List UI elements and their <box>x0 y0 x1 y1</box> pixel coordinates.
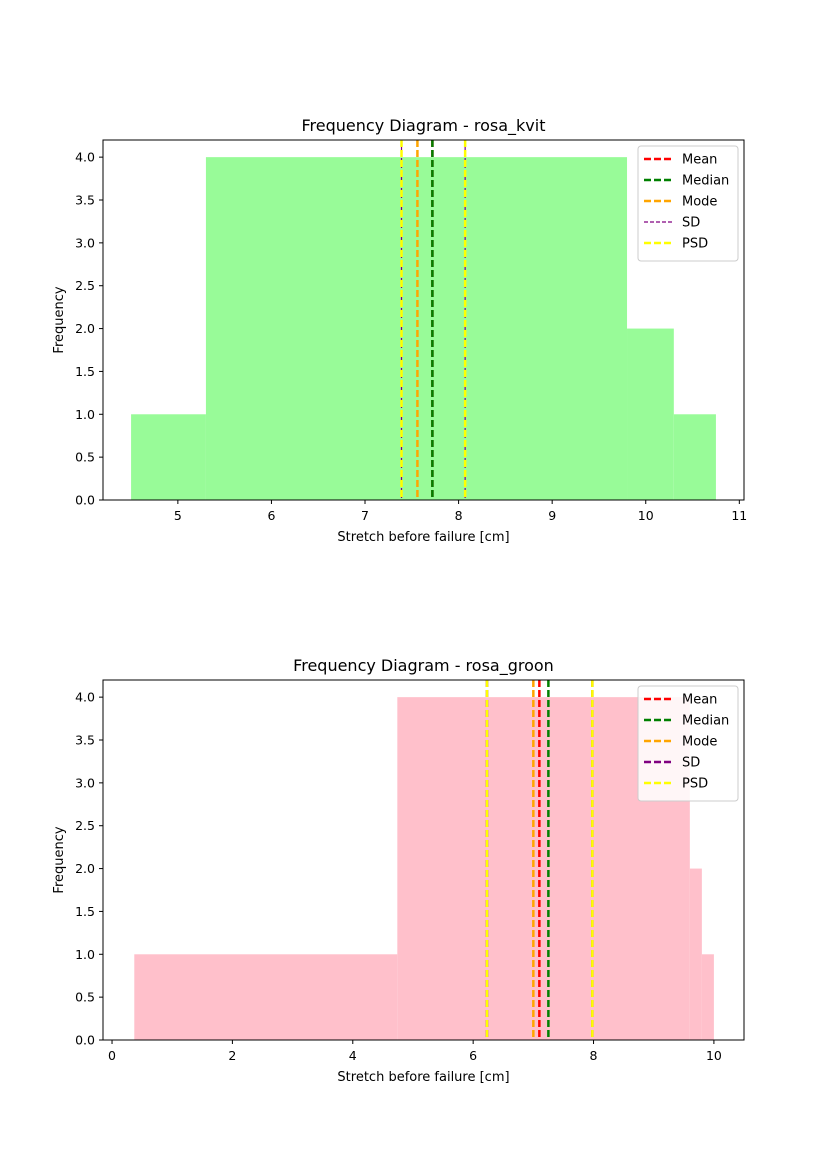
x-tick-label: 10 <box>706 1048 722 1063</box>
chart-rosa-groon: 0 2 4 6 8 10 0.0 0.5 1.0 1.5 2.0 2.5 3.0 3.5 4.0 Freq… <box>52 656 745 1085</box>
legend-label-psd: PSD <box>682 237 708 252</box>
x-tick-label: 4 <box>349 1048 357 1063</box>
legend-label-psd: PSD <box>682 777 708 792</box>
x-axis-label: Stretch before failure [cm] <box>337 530 509 545</box>
y-tick-label: 2.5 <box>75 278 95 293</box>
y-tick-label: 0.5 <box>75 450 95 465</box>
chart-rosa-kvit: 5 6 7 8 9 10 11 0.0 0.5 1.0 1.5 2.0 2.5 3.0 3.5 4.0 Fr… <box>52 116 747 545</box>
plot-frame <box>102 679 745 1041</box>
y-axis-label: Frequency <box>52 826 67 893</box>
y-axis-label: Frequency <box>52 286 67 353</box>
x-tick-label: 5 <box>174 508 182 523</box>
y-tick-label: 4.0 <box>75 690 95 705</box>
chart-title: Frequency Diagram - rosa_kvit <box>302 116 546 136</box>
y-axis-ticks: 0.0 0.5 1.0 1.5 2.0 2.5 3.0 3.5 4.0 <box>75 690 103 1048</box>
x-tick-label: 9 <box>548 508 556 523</box>
y-tick-label: 0.5 <box>75 990 95 1005</box>
y-tick-label: 0.0 <box>75 493 95 508</box>
x-tick-label: 8 <box>455 508 463 523</box>
legend-label-sd: SD <box>682 756 700 771</box>
y-tick-label: 1.5 <box>75 904 95 919</box>
legend-label-mean: Mean <box>682 153 717 168</box>
legend: Mean Median Mode SD PSD <box>637 145 739 262</box>
histogram-bar <box>627 328 674 500</box>
legend-label-mode: Mode <box>682 735 717 750</box>
legend-box <box>637 685 739 802</box>
x-tick-label: 8 <box>590 1048 598 1063</box>
plot-frame <box>102 139 745 501</box>
y-tick-label: 1.5 <box>75 364 95 379</box>
legend-label-sd: SD <box>682 216 700 231</box>
y-tick-label: 3.0 <box>75 235 95 250</box>
x-tick-label: 0 <box>108 1048 116 1063</box>
histogram-bar <box>134 954 398 1040</box>
y-tick-label: 4.0 <box>75 150 95 165</box>
y-tick-label: 3.5 <box>75 193 95 208</box>
y-tick-label: 1.0 <box>75 947 95 962</box>
histogram-bar <box>701 954 714 1040</box>
y-axis-ticks: 0.0 0.5 1.0 1.5 2.0 2.5 3.0 3.5 4.0 <box>75 150 103 508</box>
x-axis-ticks: 0 2 4 6 8 10 <box>108 1040 722 1063</box>
histogram-bar <box>131 414 206 500</box>
x-tick-label: 6 <box>469 1048 477 1063</box>
histogram-bar <box>689 868 702 1040</box>
y-tick-label: 2.0 <box>75 321 95 336</box>
y-tick-label: 3.0 <box>75 775 95 790</box>
statistic-lines <box>400 140 467 500</box>
x-axis-label: Stretch before failure [cm] <box>337 1070 509 1085</box>
legend-label-mode: Mode <box>682 195 717 210</box>
chart-title: Frequency Diagram - rosa_groon <box>293 656 554 676</box>
x-tick-label: 7 <box>361 508 369 523</box>
histogram-bar <box>673 414 716 500</box>
y-tick-label: 3.5 <box>75 733 95 748</box>
y-tick-label: 1.0 <box>75 407 95 422</box>
legend-label-median: Median <box>682 174 729 189</box>
legend-box <box>637 145 739 262</box>
statistic-lines <box>485 680 594 1040</box>
x-tick-label: 11 <box>731 508 747 523</box>
y-tick-label: 2.0 <box>75 861 95 876</box>
legend: Mean Median Mode SD PSD <box>637 685 739 802</box>
legend-label-mean: Mean <box>682 693 717 708</box>
legend-label-median: Median <box>682 714 729 729</box>
x-tick-label: 10 <box>638 508 654 523</box>
x-axis-ticks: 5 6 7 8 9 10 11 <box>174 500 747 523</box>
y-tick-label: 0.0 <box>75 1033 95 1048</box>
histogram-bar <box>205 157 628 500</box>
x-tick-label: 2 <box>228 1048 236 1063</box>
y-tick-label: 2.5 <box>75 818 95 833</box>
x-tick-label: 6 <box>267 508 275 523</box>
